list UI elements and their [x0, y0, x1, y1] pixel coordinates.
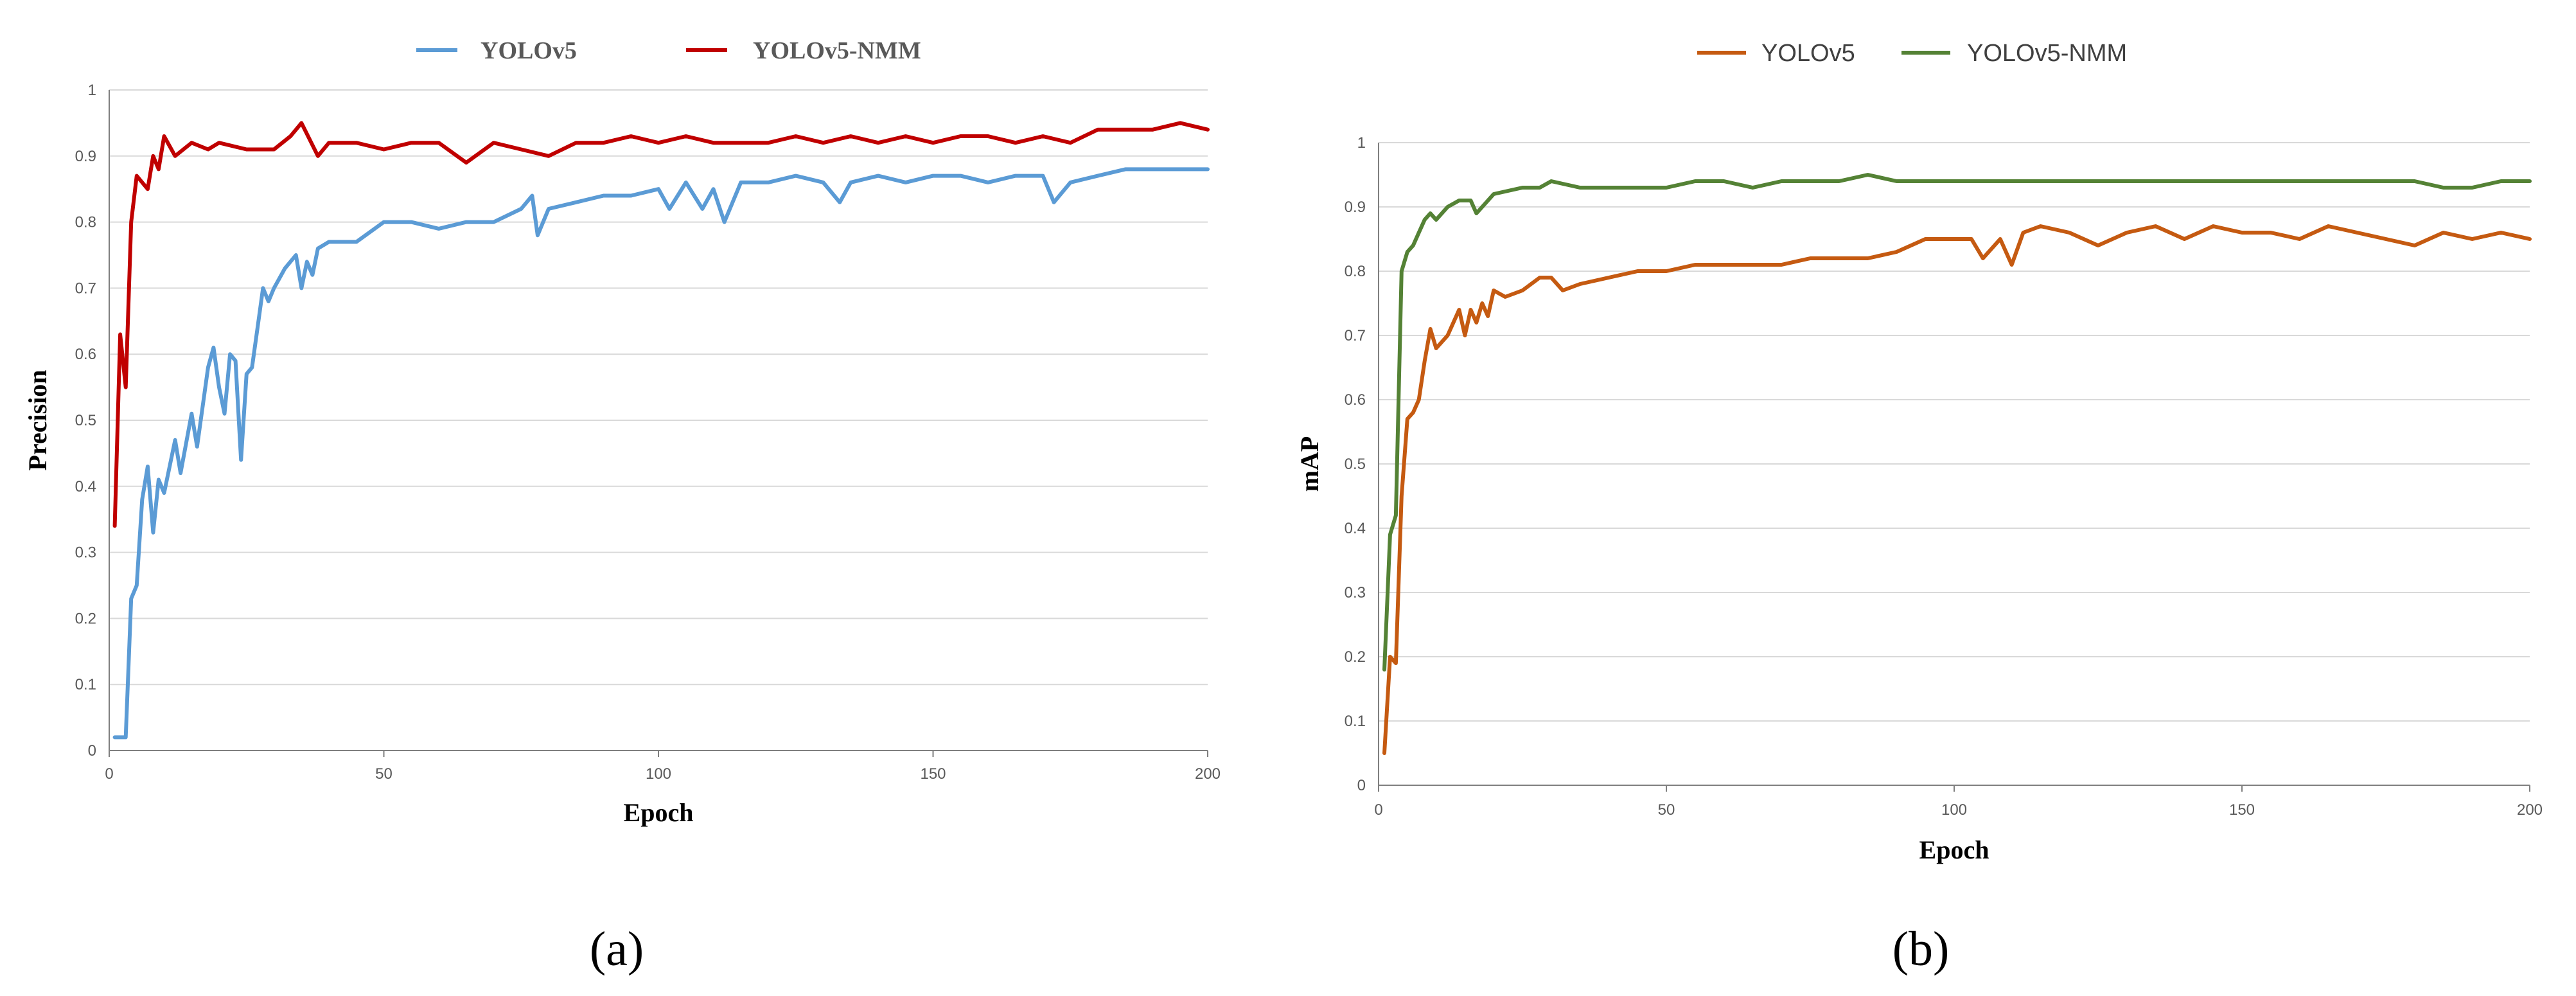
y-tick-label: 0.5: [75, 412, 96, 429]
y-tick-label: 0.3: [1345, 584, 1366, 601]
y-axis-label: Precision: [23, 369, 52, 470]
x-tick-label: 0: [105, 765, 113, 783]
legend-label: YOLOv5-NMM: [753, 37, 921, 64]
y-tick-label: 1: [1357, 134, 1366, 152]
x-tick-label: 150: [920, 765, 946, 783]
y-tick-label: 0.8: [1345, 263, 1366, 280]
chart-map: 0 0.1 0.2 0.3 0.4 0.5 0.6 0.7 0.8 0.9 1 0 50 100 150 20…: [1295, 40, 2543, 864]
panel-label-a: (a): [590, 922, 644, 976]
y-tick-label: 0.1: [1345, 713, 1366, 730]
y-tick-label: 0.8: [75, 214, 96, 231]
y-tick-label: 0.1: [75, 676, 96, 693]
x-tick-label: 200: [1195, 765, 1221, 783]
y-tick-label: 0.6: [1345, 391, 1366, 409]
series-line-yolov5-nmm: [112, 121, 1210, 528]
y-tick-label: 0.4: [75, 478, 96, 495]
x-tick-label: 100: [646, 765, 671, 783]
x-axis-label: Epoch: [624, 798, 694, 827]
series-line-yolov5-nmm: [1382, 173, 2532, 671]
x-tick-label: 0: [1374, 801, 1382, 819]
panel-label-b: (b): [1892, 922, 1950, 976]
y-tick-label: 0: [88, 742, 96, 760]
x-tick-label: 150: [2229, 801, 2255, 819]
legend-label: YOLOv5: [481, 37, 577, 64]
x-tick-label: 50: [375, 765, 393, 783]
y-tick-label: 0.6: [75, 346, 96, 363]
chart-precision: 0 0.1 0.2 0.3 0.4 0.5 0.6 0.7 0.8 0.9 1 0 50 100 150 20…: [23, 37, 1221, 827]
y-tick-label: 0.9: [75, 148, 96, 165]
x-axis-label: Epoch: [1919, 835, 1989, 864]
y-tick-label: 0.9: [1345, 199, 1366, 216]
series-line-yolov5: [112, 167, 1210, 740]
x-tick-label: 200: [2517, 801, 2543, 819]
legend-label: YOLOv5: [1761, 40, 1855, 67]
x-tick-label: 100: [1941, 801, 1967, 819]
series-line-yolov5: [1382, 224, 2532, 755]
y-tick-label: 0.3: [75, 544, 96, 562]
legend-label: YOLOv5-NMM: [1967, 40, 2127, 67]
y-tick-label: 0.7: [75, 280, 96, 297]
y-tick-label: 0.7: [1345, 327, 1366, 344]
y-axis-label: mAP: [1295, 436, 1324, 492]
y-tick-label: 1: [88, 82, 96, 99]
y-tick-label: 0.4: [1345, 520, 1366, 537]
y-tick-label: 0.2: [1345, 648, 1366, 666]
y-tick-label: 0.2: [75, 610, 96, 627]
y-tick-label: 0: [1357, 777, 1366, 794]
x-tick-label: 50: [1658, 801, 1675, 819]
y-tick-label: 0.5: [1345, 456, 1366, 473]
